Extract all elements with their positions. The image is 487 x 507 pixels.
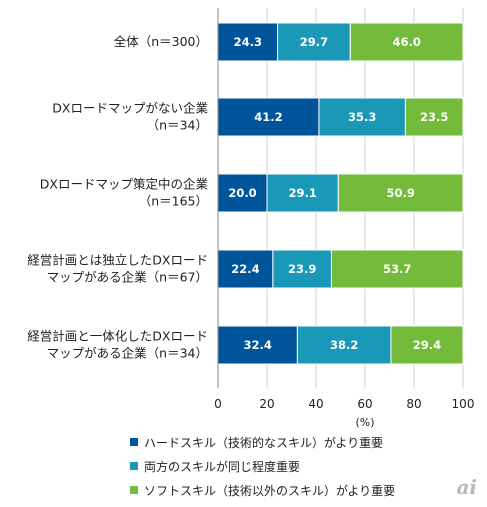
x-tick-label: 100 <box>452 397 475 411</box>
bar-value-label: 50.9 <box>386 186 414 200</box>
category-label: 経営計画とは独立したDXロード <box>27 253 208 268</box>
bar-value-label: 29.1 <box>288 186 316 200</box>
bar-value-label: 24.3 <box>234 35 262 49</box>
bar-segment <box>330 249 464 289</box>
bar-value-label: 22.4 <box>231 262 259 276</box>
legend-label: ソフトスキル（技術以外のスキル）がより重要 <box>144 483 396 498</box>
bar-segment <box>390 325 464 365</box>
legend-swatch <box>130 486 138 494</box>
bar-value-label: 41.2 <box>254 110 282 124</box>
bar-value-label: 29.7 <box>300 35 328 49</box>
x-tick-label: 60 <box>357 397 372 411</box>
legend-item: ソフトスキル（技術以外のスキル）がより重要 <box>130 478 395 502</box>
bar-value-label: 29.4 <box>413 338 441 352</box>
legend: ハードスキル（技術的なスキル）がより重要 両方のスキルが同じ程度重要 ソフトスキ… <box>130 430 395 502</box>
legend-swatch <box>130 462 138 470</box>
bar-segment <box>217 173 268 213</box>
legend-item: 両方のスキルが同じ程度重要 <box>130 454 395 478</box>
category-label: マップがある企業（n＝67） <box>47 270 208 285</box>
bar-value-label: 38.2 <box>330 338 358 352</box>
x-unit-label: (%) <box>355 416 374 429</box>
category-label: （n＝165） <box>139 194 208 209</box>
bar-value-label: 23.9 <box>288 262 316 276</box>
bar-segment <box>318 97 406 137</box>
bar-segment <box>272 249 332 289</box>
bar-value-label: 32.4 <box>244 338 272 352</box>
bar-segment <box>404 97 464 137</box>
bar-value-label: 46.0 <box>392 35 420 49</box>
bar-segment <box>217 325 298 365</box>
bar-value-label: 23.5 <box>420 110 448 124</box>
legend-swatch <box>130 438 138 446</box>
ai-logo: ai <box>456 475 477 499</box>
bar-segment <box>217 249 274 289</box>
x-tick-label: 0 <box>214 397 222 411</box>
x-axis: 0 20 40 60 80 100 (%) <box>214 8 474 429</box>
category-label: （n＝34） <box>147 118 208 133</box>
category-label: DXロードマップ策定中の企業 <box>40 177 209 192</box>
bar-value-labels: 24.3 29.7 46.0 41.2 35.3 23.5 20.0 29.1 50.9 22.4… <box>228 35 448 352</box>
bar-segment <box>296 325 392 365</box>
bar-segment <box>217 22 279 62</box>
bar-segment <box>266 173 339 213</box>
category-label: 全体（n＝300） <box>114 34 208 49</box>
x-tick-label: 20 <box>259 397 274 411</box>
category-labels: 全体（n＝300） DXロードマップがない企業 （n＝34） DXロードマップ策定中の… <box>27 34 208 361</box>
bar-segment <box>337 173 464 213</box>
legend-label: 両方のスキルが同じ程度重要 <box>144 459 301 474</box>
category-label: マップがある企業（n＝34） <box>47 346 208 361</box>
bars <box>217 22 464 365</box>
bar-value-label: 20.0 <box>228 186 256 200</box>
legend-label: ハードスキル（技術的なスキル）がより重要 <box>144 435 384 450</box>
legend-item: ハードスキル（技術的なスキル）がより重要 <box>130 430 395 454</box>
bar-value-label: 53.7 <box>383 262 411 276</box>
bar-segment <box>349 22 464 62</box>
bar-value-label: 35.3 <box>348 110 376 124</box>
category-label: DXロードマップがない企業 <box>52 101 208 116</box>
x-tick-label: 80 <box>406 397 421 411</box>
category-label: 経営計画と一体化したDXロード <box>27 329 208 344</box>
x-tick-label: 40 <box>308 397 323 411</box>
bar-segment <box>217 97 320 137</box>
